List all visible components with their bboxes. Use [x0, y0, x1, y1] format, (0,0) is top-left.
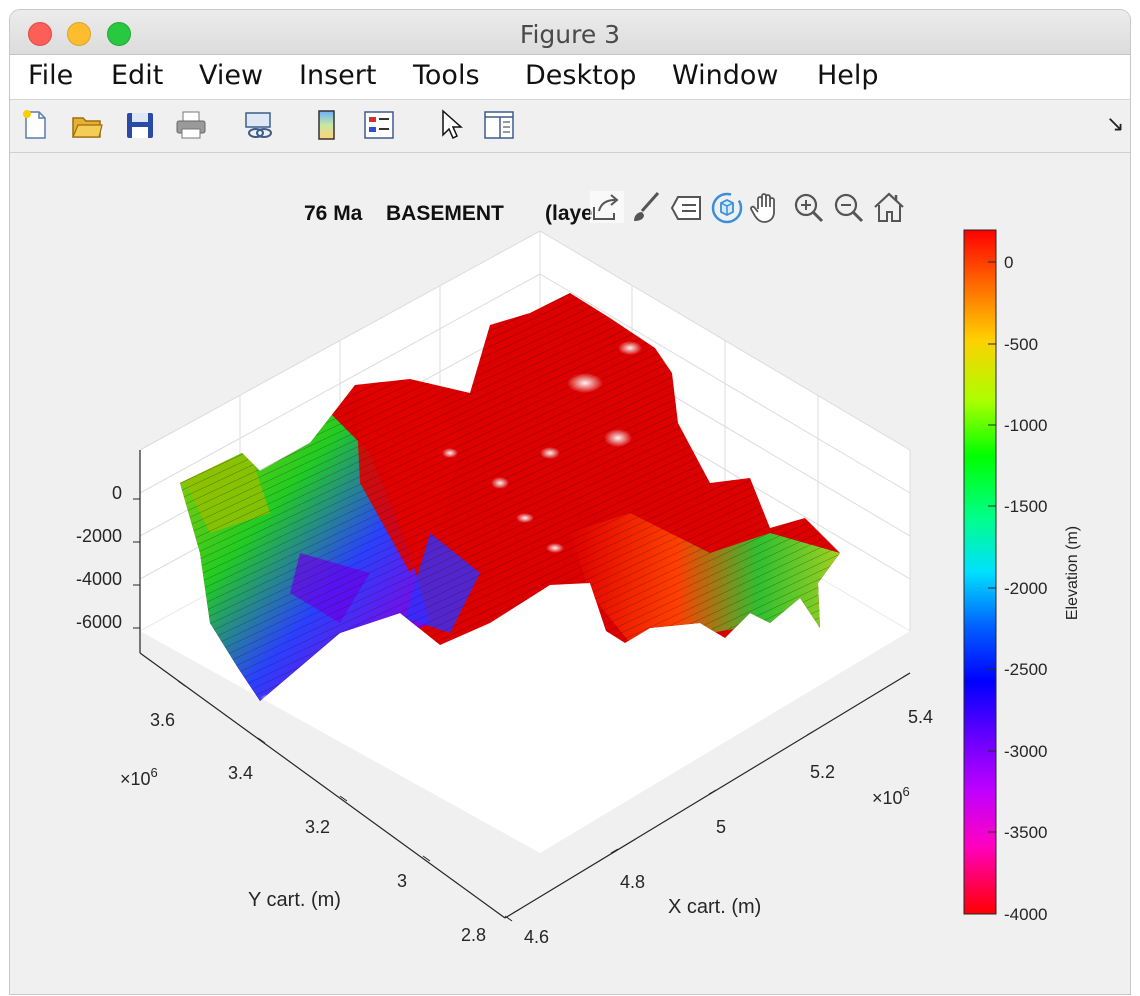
figure-toolbar: ↘ — [10, 100, 1130, 153]
y-tick-label: 2.8 — [461, 925, 486, 945]
zoom-in-icon[interactable] — [794, 193, 824, 223]
minimize-window-button[interactable] — [67, 22, 91, 46]
x-exponent: ×106 — [872, 784, 910, 808]
home-icon[interactable] — [874, 192, 904, 222]
colorbar-tick-label: -2500 — [1004, 660, 1047, 679]
menu-desktop[interactable]: Desktop — [525, 60, 637, 91]
x-tick-label: 5.2 — [810, 762, 835, 782]
colorbar-tick-label: 0 — [1004, 253, 1013, 272]
x-tick-label: 4.8 — [620, 872, 645, 892]
insert-legend-icon[interactable] — [362, 108, 396, 142]
y-tick-label: 3.2 — [305, 817, 330, 837]
colorbar-tick-label: -2000 — [1004, 579, 1047, 598]
edit-plot-icon[interactable] — [434, 108, 468, 142]
link-plot-icon[interactable] — [242, 108, 276, 142]
save-icon[interactable] — [123, 108, 157, 142]
z-tick-label: -6000 — [76, 612, 122, 632]
x-tick-label: 4.6 — [524, 927, 549, 947]
brush-icon[interactable] — [634, 192, 660, 221]
y-exponent: ×106 — [120, 765, 158, 789]
window-title: Figure 3 — [519, 20, 621, 49]
menu-insert[interactable]: Insert — [299, 60, 377, 91]
z-tick-label: 0 — [112, 483, 122, 503]
menu-help[interactable]: Help — [817, 60, 879, 91]
export-icon[interactable] — [590, 191, 624, 223]
maximize-window-button[interactable] — [107, 22, 131, 46]
property-inspector-icon[interactable] — [482, 108, 516, 142]
colorbar-tick-label: -1000 — [1004, 416, 1047, 435]
x-tick-label: 5 — [716, 817, 726, 837]
colorbar-tick-label: -3000 — [1004, 742, 1047, 761]
menubar: File Edit View Insert Tools Desktop Wind… — [10, 55, 1130, 100]
plot-title-age: 76 Ma — [304, 202, 363, 225]
toolbar-dock-arrow-icon[interactable]: ↘ — [1106, 112, 1125, 137]
colorbar-tick-label: -500 — [1004, 335, 1038, 354]
axes-front-edges — [139, 450, 911, 919]
colorbar[interactable] — [963, 229, 997, 915]
rotate-3d-icon[interactable] — [711, 192, 743, 224]
colorbar-tick-label: -3500 — [1004, 823, 1047, 842]
plot-svg[interactable]: 76 Ma BASEMENT (laye 0 -2000 -4000 -6000… — [10, 153, 1130, 994]
x-axis: 4.6 4.8 5 5.2 5.4 ×106 X cart. (m) — [512, 672, 933, 947]
window-titlebar[interactable]: Figure 3 — [10, 10, 1130, 55]
z-tick-label: -2000 — [76, 526, 122, 546]
colorbar-ticks: 0 -500 -1000 -1500 -2000 -2500 -3000 -35… — [988, 253, 1081, 924]
menu-file[interactable]: File — [28, 60, 74, 91]
z-axis: 0 -2000 -4000 -6000 — [76, 483, 140, 632]
open-file-icon[interactable] — [70, 108, 104, 142]
menu-tools[interactable]: Tools — [413, 60, 480, 91]
insert-colorbar-icon[interactable] — [310, 108, 344, 142]
plot-title-extra: (laye — [545, 202, 593, 225]
x-axis-label: X cart. (m) — [668, 896, 761, 918]
plot-title-layer: BASEMENT — [386, 202, 504, 225]
y-axis: 3.6 3.4 3.2 3 2.8 ×106 Y cart. (m) — [120, 680, 513, 945]
axes-toolbar — [590, 191, 904, 224]
x-tick-label: 5.4 — [908, 707, 933, 727]
print-icon[interactable] — [174, 108, 208, 142]
y-tick-label: 3.6 — [150, 710, 175, 730]
close-window-button[interactable] — [28, 22, 52, 46]
zoom-out-icon[interactable] — [834, 193, 864, 223]
pan-icon[interactable] — [750, 193, 775, 223]
z-tick-label: -4000 — [76, 569, 122, 589]
figure-canvas: 76 Ma BASEMENT (laye 0 -2000 -4000 -6000… — [10, 153, 1130, 994]
colorbar-label: Elevation (m) — [1064, 526, 1081, 620]
menu-window[interactable]: Window — [672, 60, 779, 91]
y-tick-label: 3 — [397, 871, 407, 891]
colorbar-tick-label: -1500 — [1004, 497, 1047, 516]
menu-view[interactable]: View — [199, 60, 264, 91]
data-tips-icon[interactable] — [670, 196, 701, 220]
figure-window: Figure 3 File Edit View Insert Tools Des… — [10, 10, 1130, 994]
y-tick-label: 3.4 — [228, 763, 253, 783]
colorbar-tick-label: -4000 — [1004, 905, 1047, 924]
y-axis-label: Y cart. (m) — [248, 889, 341, 911]
menu-edit[interactable]: Edit — [111, 60, 164, 91]
new-figure-icon[interactable] — [18, 108, 52, 142]
